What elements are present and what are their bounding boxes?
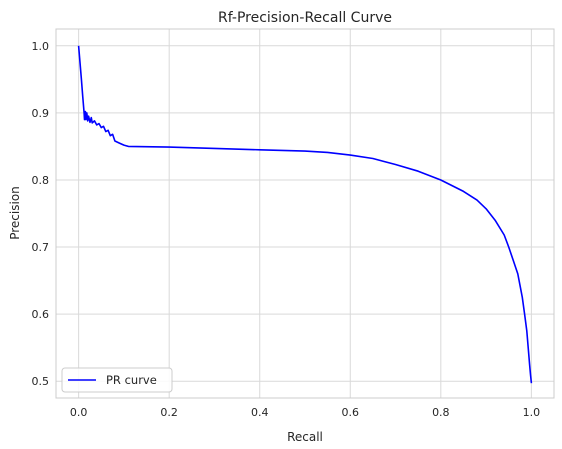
y-tick-label: 1.0 (32, 40, 50, 53)
legend-label-pr-curve: PR curve (106, 373, 157, 387)
x-tick-label: 0.4 (251, 406, 269, 419)
chart-title: Rf-Precision-Recall Curve (218, 10, 392, 26)
legend-box (61, 367, 173, 393)
y-tick-labels: 0.5 0.6 0.7 0.8 0.9 1.0 (32, 40, 50, 388)
x-tick-label: 0.6 (342, 406, 360, 419)
y-tick-label: 0.8 (32, 174, 50, 187)
series-layer (77, 45, 533, 384)
x-tick-label: 0.8 (432, 406, 450, 419)
series-line-pr-curve (77, 45, 533, 384)
x-tick-label: 0.2 (160, 406, 178, 419)
y-axis-label: Precision (8, 186, 22, 240)
plot-frame (55, 28, 555, 399)
x-tick-label: 0.0 (70, 406, 88, 419)
legend: PR curve (61, 367, 173, 393)
y-tick-label: 0.6 (32, 308, 50, 321)
y-tick-label: 0.5 (32, 375, 50, 388)
grid-lines (56, 29, 554, 398)
x-tick-label: 1.0 (523, 406, 541, 419)
x-tick-labels: 0.0 0.2 0.4 0.6 0.8 1.0 (70, 406, 540, 419)
x-axis-label: Recall (287, 430, 323, 444)
y-tick-label: 0.9 (32, 107, 50, 120)
y-tick-label: 0.7 (32, 241, 50, 254)
